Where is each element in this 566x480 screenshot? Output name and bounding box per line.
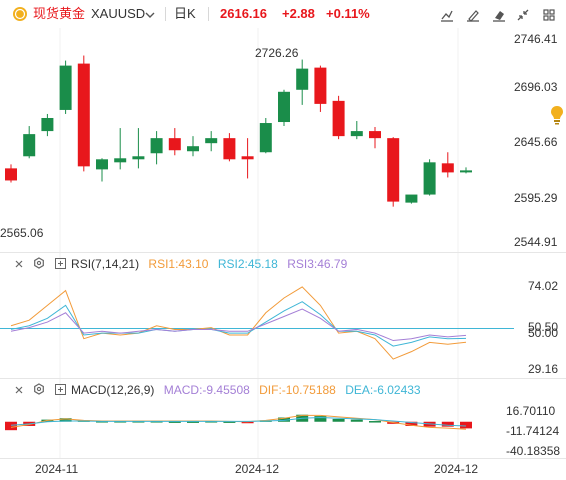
dea-value: DEA:-6.02433 <box>345 383 421 397</box>
rsi-header: RSI(7,14,21) RSI1:43.10 RSI2:45.18 RSI3:… <box>14 256 353 272</box>
lightbulb-icon[interactable] <box>550 105 564 125</box>
macd-axis-label: -40.18358 <box>506 444 561 458</box>
time-axis-label: 2024-12 <box>235 462 280 476</box>
candle-body <box>259 123 272 153</box>
candle-body <box>423 162 436 195</box>
macd-histogram-bar <box>5 421 17 431</box>
grid-icon[interactable] <box>539 6 559 24</box>
divider <box>165 7 166 21</box>
expand-icon[interactable] <box>54 383 66 399</box>
candle-body <box>296 68 309 90</box>
eraser-icon[interactable] <box>489 6 509 24</box>
price-change-pct: +0.11% <box>326 6 370 21</box>
macd-histogram-bar <box>350 419 363 422</box>
candle-body <box>150 138 163 154</box>
candle-body <box>96 159 108 170</box>
rsi3-value: RSI3:46.79 <box>287 257 348 271</box>
rsi-axis-label: 50.50 <box>528 320 559 334</box>
candle-body <box>132 156 145 160</box>
dea-line <box>10 417 467 427</box>
time-axis-label: 2024-11 <box>35 462 79 476</box>
pane-divider <box>0 378 566 379</box>
candle-body <box>241 156 254 160</box>
macd-histogram-bar <box>241 421 254 424</box>
macd-histogram-bar <box>59 418 72 422</box>
rsi1-value: RSI1:43.10 <box>148 257 209 271</box>
candle-body <box>278 91 290 123</box>
macd-histogram-bar <box>332 418 345 422</box>
rsi2-value: RSI2:45.18 <box>217 257 278 271</box>
dif-value: DIF:-10.75188 <box>259 383 336 397</box>
symbol-name[interactable]: 现货黄金 <box>33 6 86 21</box>
gold-coin-icon <box>12 6 28 26</box>
candle-body <box>332 100 345 137</box>
rsi-axis-label: 74.02 <box>528 279 559 293</box>
expand-icon[interactable] <box>54 257 66 273</box>
rsi-line-1 <box>10 286 467 360</box>
settings-icon[interactable] <box>33 257 45 273</box>
rsi-title: RSI(7,14,21) <box>71 257 140 271</box>
candle-body <box>59 65 72 110</box>
macd-histogram-bar <box>187 421 199 423</box>
draw-line-icon[interactable] <box>437 6 457 24</box>
macd-histogram-bar <box>168 421 181 423</box>
price-axis-label: 2544.91 <box>514 235 558 249</box>
candle-body <box>441 163 454 173</box>
candle-body <box>5 168 17 181</box>
macd-histogram-bar <box>460 421 472 429</box>
macd-histogram-bar <box>441 421 454 427</box>
divider <box>208 7 209 21</box>
collapse-icon[interactable] <box>513 6 533 24</box>
rsi-line-3 <box>10 308 467 342</box>
candle-body <box>405 194 418 203</box>
macd-title: MACD(12,26,9) <box>71 383 155 397</box>
candle-body <box>223 138 236 160</box>
macd-axis-label: -11.74124 <box>506 424 560 438</box>
candle-body <box>114 158 127 163</box>
candle-body <box>77 63 90 167</box>
time-axis-label: 2024-12 <box>434 462 479 476</box>
chart-header: 现货黄金 XAUUSD 日K 2616.16 +2.88 +0.11% <box>0 0 566 28</box>
collapse-triangle-icon[interactable] <box>14 383 24 399</box>
rsi-line-2 <box>10 301 467 347</box>
candle-body <box>460 170 472 173</box>
candle-body <box>41 117 54 132</box>
high-annotation: 2726.26 <box>255 46 299 60</box>
pane-divider <box>0 458 566 459</box>
brush-icon[interactable] <box>463 6 483 24</box>
candle-body <box>23 134 36 157</box>
macd-histogram-bar <box>223 421 236 423</box>
last-price: 2616.16 <box>220 6 267 21</box>
price-axis-label: 2696.03 <box>514 80 558 94</box>
candle-body <box>387 138 400 202</box>
macd-histogram-bar <box>278 417 290 422</box>
collapse-triangle-icon[interactable] <box>14 257 24 273</box>
candle-body <box>168 138 181 151</box>
price-axis-label: 2746.41 <box>514 32 558 46</box>
settings-icon[interactable] <box>33 383 45 399</box>
candle-body <box>350 131 363 137</box>
macd-value: MACD:-9.45508 <box>163 383 250 397</box>
candle-body <box>369 131 381 139</box>
macd-histogram-bar <box>369 421 381 423</box>
pane-divider <box>0 252 566 253</box>
price-change: +2.88 <box>282 6 315 21</box>
price-axis-label: 2645.66 <box>514 135 558 149</box>
candle-body <box>187 146 199 152</box>
rsi-axis-label: 50.00 <box>528 326 559 340</box>
candle-body <box>205 138 218 144</box>
macd-histogram-bar <box>314 416 327 422</box>
macd-histogram-bar <box>405 421 418 426</box>
rsi-axis-label: 29.16 <box>528 362 559 376</box>
chevron-down-icon[interactable] <box>145 8 155 24</box>
period-selector[interactable]: 日K <box>174 6 196 21</box>
candle-body <box>314 67 327 104</box>
price-axis-label: 2595.29 <box>514 191 558 205</box>
macd-axis-label: 16.70110 <box>506 404 556 418</box>
symbol-code[interactable]: XAUUSD <box>91 6 146 21</box>
macd-header: MACD(12,26,9) MACD:-9.45508 DIF:-10.7518… <box>14 382 427 398</box>
low-annotation: 2565.06 <box>0 226 44 240</box>
